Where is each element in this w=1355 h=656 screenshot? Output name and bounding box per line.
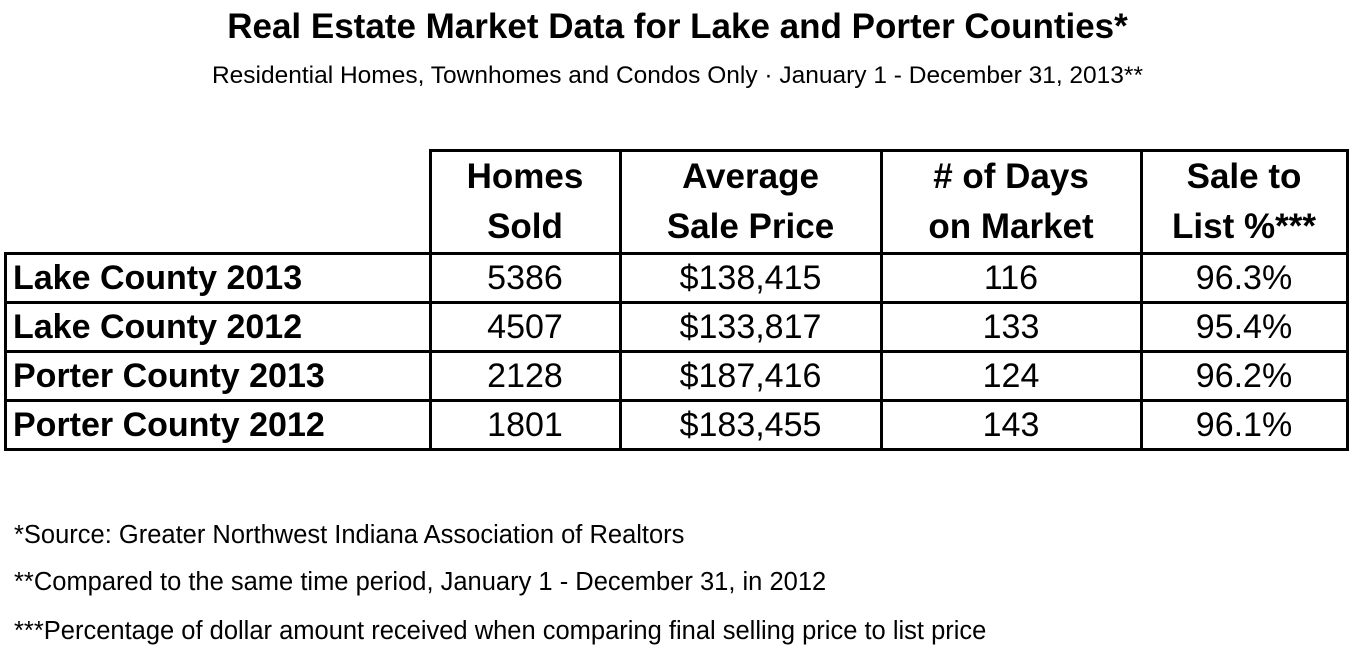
table-row: Lake County 2012 4507 $133,817 133 95.4% (4, 301, 1349, 353)
page-title: Real Estate Market Data for Lake and Por… (227, 7, 1128, 46)
table-row: Porter County 2012 1801 $183,455 143 96.… (4, 399, 1349, 451)
row-label: Porter County 2012 (4, 399, 432, 451)
table-row: Porter County 2013 2128 $187,416 124 96.… (4, 350, 1349, 402)
ratio-cell: 96.1% (1139, 399, 1349, 451)
row-label: Lake County 2012 (4, 301, 432, 353)
homes-sold-cell: 5386 (428, 252, 622, 304)
page-subtitle: Residential Homes, Townhomes and Condos … (211, 62, 1144, 89)
homes-sold-cell: 2128 (428, 350, 622, 402)
table-row: Lake County 2013 5386 $138,415 116 96.3% (4, 252, 1349, 304)
ratio-cell: 96.3% (1139, 252, 1349, 304)
footnote-percentage: ***Percentage of dollar amount received … (14, 617, 987, 645)
avg-price-cell: $138,415 (618, 252, 883, 304)
avg-price-cell: $183,455 (618, 399, 883, 451)
ratio-cell: 95.4% (1139, 301, 1349, 353)
row-label: Porter County 2013 (4, 350, 432, 402)
days-cell: 133 (879, 301, 1143, 353)
footnote-source: *Source: Greater Northwest Indiana Assoc… (14, 521, 685, 549)
days-cell: 143 (879, 399, 1143, 451)
header-days-on-market: # of Days on Market (879, 149, 1143, 255)
footnote-comparison: **Compared to the same time period, Janu… (14, 568, 827, 596)
header-homes-sold: Homes Sold (428, 149, 622, 255)
days-cell: 116 (879, 252, 1143, 304)
homes-sold-cell: 4507 (428, 301, 622, 353)
avg-price-cell: $133,817 (618, 301, 883, 353)
ratio-cell: 96.2% (1139, 350, 1349, 402)
days-cell: 124 (879, 350, 1143, 402)
header-average-sale-price: Average Sale Price (618, 149, 883, 255)
homes-sold-cell: 1801 (428, 399, 622, 451)
avg-price-cell: $187,416 (618, 350, 883, 402)
market-data-table: Homes Sold Average Sale Price # of Days on … (4, 149, 1349, 451)
header-blank (5, 150, 432, 255)
table-header-row: Homes Sold Average Sale Price # of Days on … (5, 149, 1349, 255)
row-label: Lake County 2013 (4, 252, 432, 304)
header-sale-to-list: Sale to List %*** (1139, 149, 1349, 255)
